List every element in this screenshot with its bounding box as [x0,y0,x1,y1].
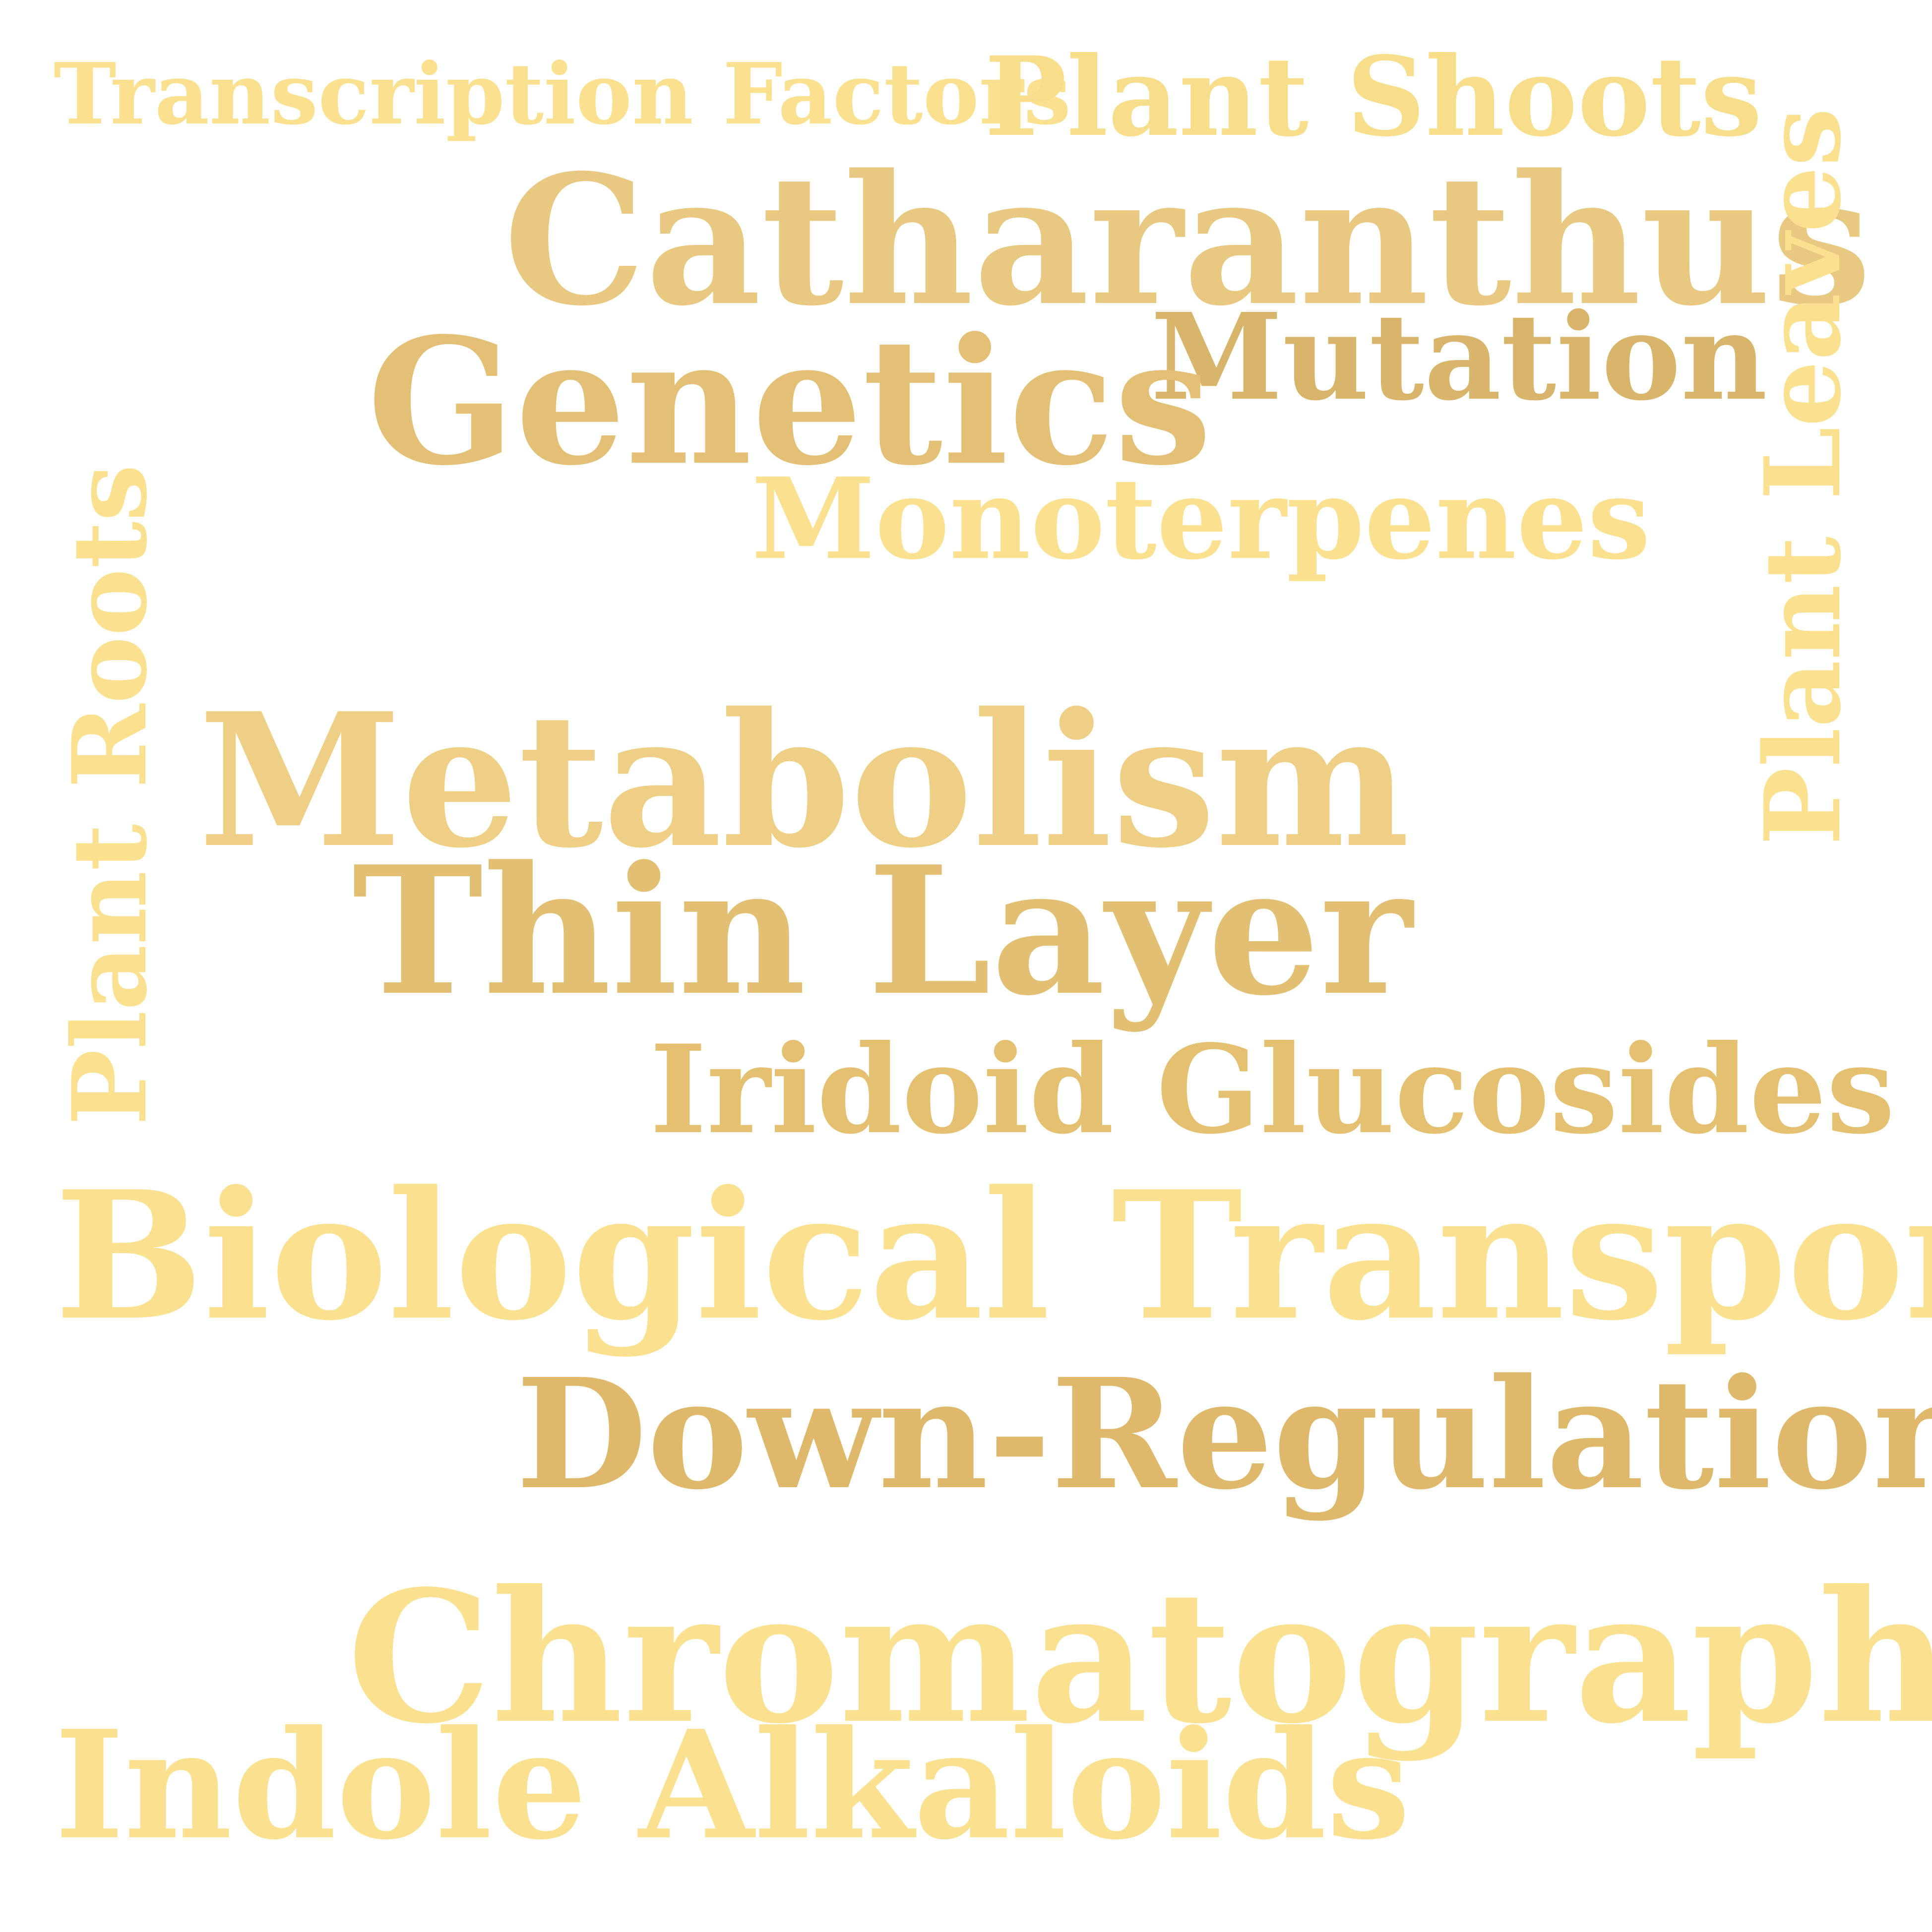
word-biological-transport: Biological Transport [55,1152,1932,1359]
word-metabolism: Metabolism [198,673,1410,889]
word-plant-leaves: Plant Leaves [1742,108,1864,845]
word-plant-shoots: Plant Shoots [985,32,1762,161]
word-plant-roots: Plant Roots [51,464,170,1126]
word-thin-layer: Thin Layer [352,828,1413,1034]
word-chromatography: Chromatography [347,1551,1932,1764]
word-transcription-factors: Transcription Factors [54,45,1071,144]
word-genetics: Genetics [367,300,1212,504]
word-iridoid-glucosides: Iridoid Glucosides [650,1018,1895,1161]
word-catharanthus: Catharanthus [503,135,1872,345]
word-mutation: Mutation [1151,287,1768,427]
word-monoterpenes: Monoterpenes [751,454,1651,585]
word-indole-alkaloids: Indole Alkaloids [55,1697,1411,1872]
word-down-regulation: Down-Regulation [516,1345,1932,1523]
